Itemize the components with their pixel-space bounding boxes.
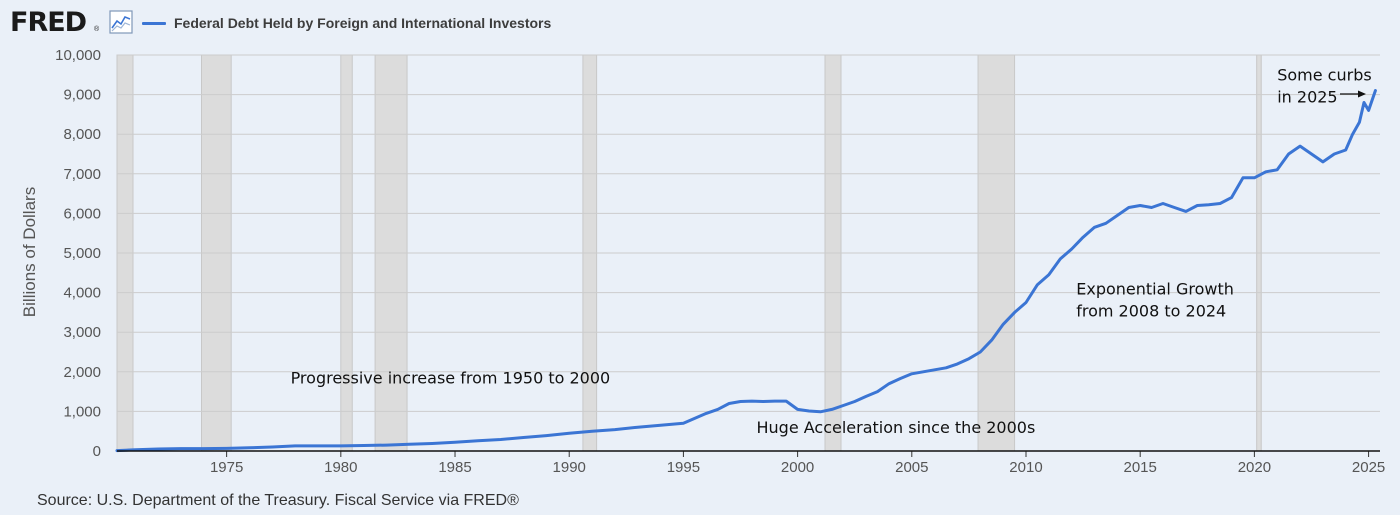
fred-logo-registered-mark: ® — [94, 26, 100, 33]
y-tick-label: 4,000 — [63, 285, 101, 302]
y-tick-label: 0 — [93, 443, 101, 460]
chart-annotation: Some curbs — [1277, 66, 1371, 85]
x-tick-label: 2000 — [781, 459, 814, 476]
x-tick-label: 1980 — [324, 459, 357, 476]
chart-legend[interactable]: Federal Debt Held by Foreign and Interna… — [142, 15, 551, 31]
y-tick-label: 1,000 — [63, 403, 101, 420]
line-chart[interactable]: 0 1,000 2,000 3,000 4,000 5,000 6,000 7,000 8,00… — [0, 0, 1400, 480]
chart-header: FRED ® Federal Debt Held by Foreign and … — [10, 6, 910, 40]
x-tick-label: 1985 — [438, 459, 471, 476]
y-axis-label: Billions of Dollars — [20, 187, 39, 317]
x-tick-label: 2025 — [1352, 459, 1385, 476]
x-tick-label: 2010 — [1009, 459, 1042, 476]
annotation-arrowhead — [1358, 90, 1366, 98]
series-group — [115, 89, 1377, 453]
chart-annotations: Progressive increase from 1950 to 2000 Hu… — [291, 66, 1372, 437]
series-line[interactable] — [115, 89, 1377, 453]
x-tick-label: 2015 — [1124, 459, 1157, 476]
chart-annotation: from 2008 to 2024 — [1076, 301, 1226, 320]
source-note: Source: U.S. Department of the Treasury.… — [37, 492, 519, 509]
chart-annotation: Huge Acceleration since the 2000s — [756, 418, 1035, 437]
y-tick-label: 10,000 — [55, 47, 101, 64]
legend-label: Federal Debt Held by Foreign and Interna… — [174, 15, 552, 31]
x-tick-label: 1975 — [210, 459, 243, 476]
legend-swatch — [142, 21, 166, 25]
chart-gridlines — [117, 54, 1380, 412]
fred-logo[interactable]: FRED — [10, 7, 87, 38]
x-tick-label: 1995 — [667, 459, 700, 476]
y-tick-label: 7,000 — [63, 166, 101, 183]
line-graph-icon — [109, 10, 133, 34]
x-axis-ticks: 1975 1980 1985 1990 1995 2000 2005 2010 2015 2020… — [210, 451, 1385, 476]
chart-annotation: in 2025 — [1277, 88, 1337, 107]
y-tick-label: 8,000 — [63, 126, 101, 143]
chart-annotation: Exponential Growth — [1076, 280, 1234, 299]
x-tick-label: 2005 — [895, 459, 928, 476]
y-tick-label: 9,000 — [63, 87, 101, 104]
x-tick-label: 1990 — [553, 459, 586, 476]
y-axis-ticks: 0 1,000 2,000 3,000 4,000 5,000 6,000 7,000 8,00… — [55, 47, 101, 460]
y-tick-label: 5,000 — [63, 245, 101, 262]
y-tick-label: 3,000 — [63, 324, 101, 341]
x-tick-label: 2020 — [1238, 459, 1271, 476]
y-tick-label: 2,000 — [63, 364, 101, 381]
chart-annotation: Progressive increase from 1950 to 2000 — [291, 369, 611, 388]
y-tick-label: 6,000 — [63, 205, 101, 222]
